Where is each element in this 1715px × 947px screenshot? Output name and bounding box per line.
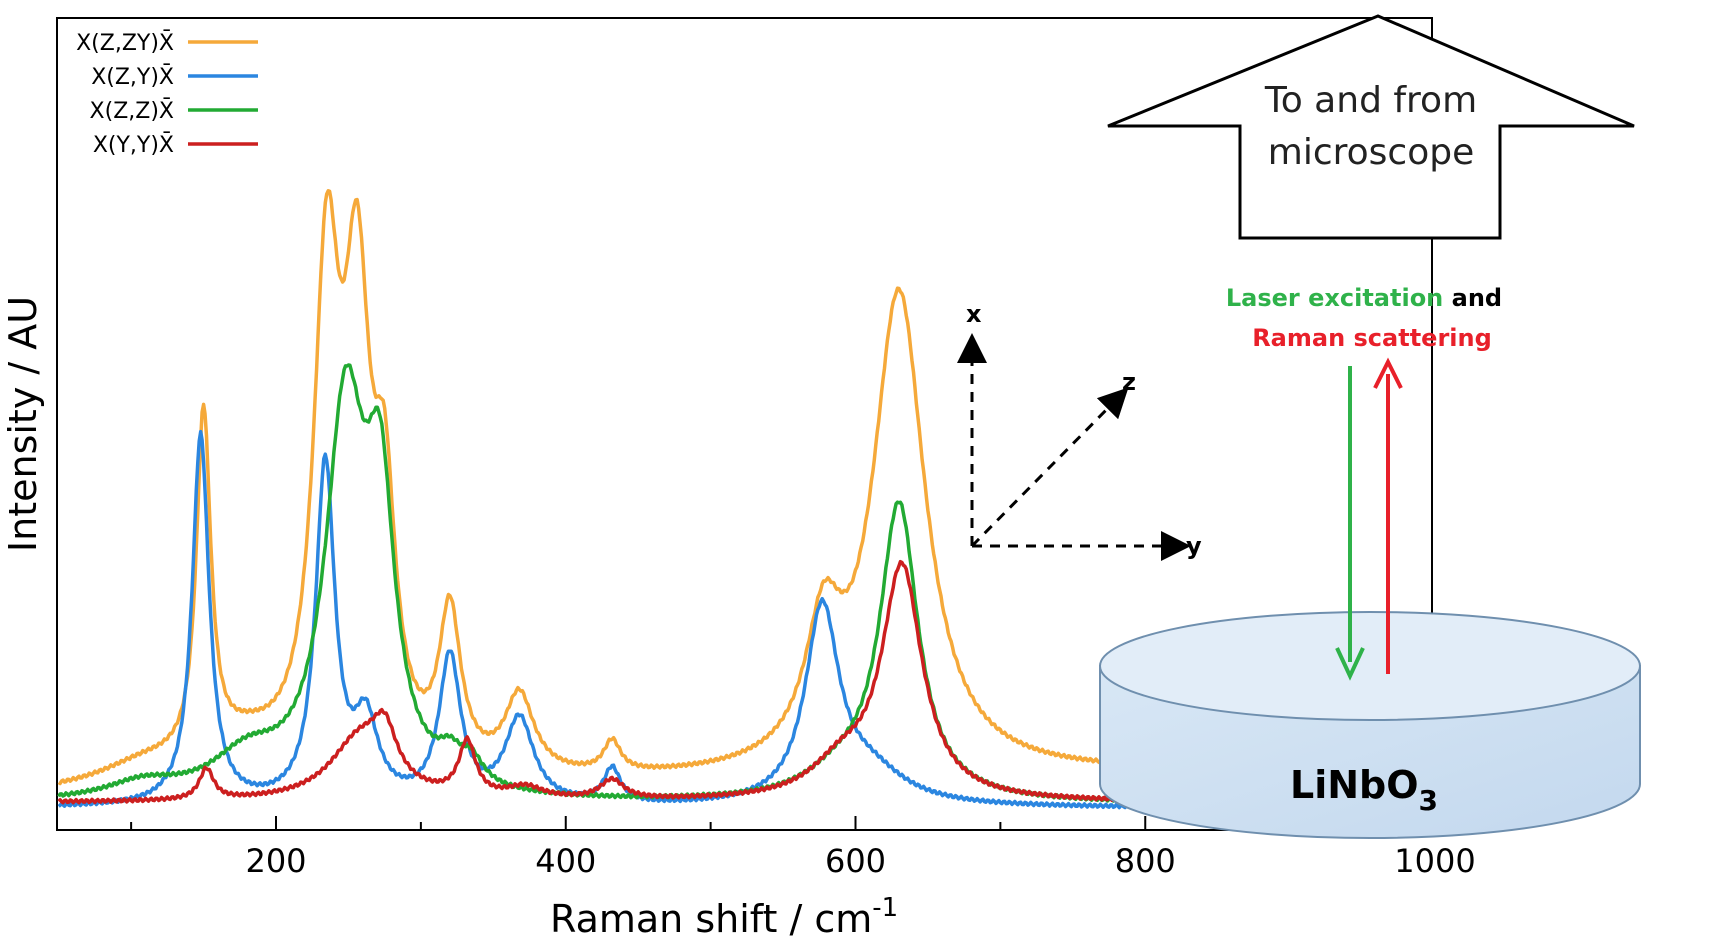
crystal-label: LiNbO3	[1290, 763, 1438, 817]
laser-excitation-arrow	[1335, 366, 1365, 681]
linbo3-crystal	[1099, 611, 1641, 839]
x-axis-label-text: Raman shift / cm	[550, 897, 872, 941]
laser-excitation-text: Laser excitation	[1226, 284, 1443, 312]
arrow-text-line2: microscope	[1268, 132, 1474, 173]
legend: X(Z,ZY)X̄ X(Z,Y)X̄ X(Z,Z)X̄ X(Y,Y)X̄	[76, 30, 258, 158]
laser-note-line1: Laser excitation and	[1226, 284, 1502, 312]
y-axis-label: Intensity / AU	[1, 296, 45, 552]
legend-entry-label: X(Z,Y)X̄	[91, 64, 174, 90]
raman-scattering-arrow	[1373, 357, 1403, 674]
axis-y-label: y	[1186, 532, 1202, 560]
x-tick-label: 200	[245, 842, 306, 880]
x-tick-label: 1000	[1394, 842, 1475, 880]
axis-x-label: x	[966, 300, 982, 328]
x-axis-label-superscript: -1	[872, 893, 898, 923]
x-axis-ticks: 200 400 600 800 1000	[130, 816, 1476, 880]
x-tick-label: 800	[1115, 842, 1176, 880]
legend-entry-label: X(Z,Z)X̄	[90, 98, 174, 124]
crystal-label-main: LiNbO	[1290, 763, 1419, 807]
x-axis-label: Raman shift / cm-1	[550, 893, 898, 941]
legend-entry-label: X(Z,ZY)X̄	[76, 30, 174, 56]
axis-z-label: z	[1122, 368, 1136, 396]
raman-scattering-text: Raman scattering	[1252, 324, 1492, 352]
x-tick-label: 400	[535, 842, 596, 880]
arrow-text-line1: To and from	[1264, 80, 1477, 121]
and-text: and	[1443, 284, 1502, 312]
microscope-arrow-shape	[1107, 14, 1635, 240]
legend-entry-label: X(Y,Y)X̄	[93, 132, 174, 158]
plot-frame	[56, 17, 1433, 831]
coordinate-axes	[957, 333, 1191, 561]
x-tick-label: 600	[825, 842, 886, 880]
crystal-label-sub: 3	[1419, 784, 1438, 817]
